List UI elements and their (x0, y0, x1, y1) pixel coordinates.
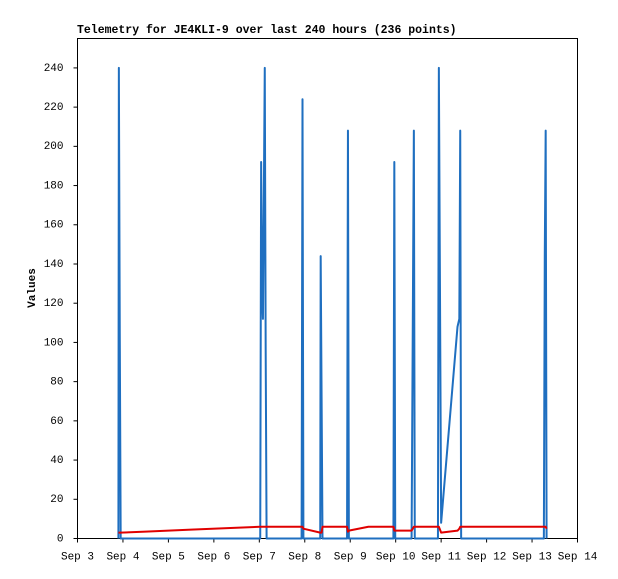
x-tick-label: Sep 14 (558, 551, 598, 563)
x-tick-label: Sep 11 (421, 551, 461, 563)
x-tick-label: Sep 5 (152, 551, 185, 563)
x-tick-label: Sep 10 (376, 551, 416, 563)
x-tick-label: Sep 4 (106, 551, 139, 563)
x-tick-label: Sep 8 (288, 551, 321, 563)
y-tick-label: 160 (44, 220, 64, 232)
y-tick-label: 100 (44, 337, 64, 349)
x-tick-label: Sep 12 (467, 551, 507, 563)
y-tick-label: 120 (44, 298, 64, 310)
x-tick-label: Sep 13 (512, 551, 552, 563)
y-tick-label: 180 (44, 180, 64, 192)
chart-title: Telemetry for JE4KLI-9 over last 240 hou… (77, 24, 457, 37)
y-tick-label: 200 (44, 141, 64, 153)
y-tick-label: 140 (44, 259, 64, 271)
y-tick-label: 40 (50, 455, 63, 467)
x-tick-label: Sep 7 (243, 551, 276, 563)
y-axis-label: Values (27, 268, 39, 308)
y-tick-label: 220 (44, 102, 64, 114)
y-tick-label: 0 (57, 533, 64, 545)
x-tick-label: Sep 9 (334, 551, 367, 563)
y-tick-label: 20 (50, 494, 63, 506)
x-tick-label: Sep 3 (61, 551, 94, 563)
y-tick-label: 80 (50, 377, 63, 389)
y-tick-label: 240 (44, 63, 64, 75)
series-line (117, 66, 548, 540)
x-tick-label: Sep 6 (197, 551, 230, 563)
y-tick-label: 60 (50, 416, 63, 428)
series-line (117, 525, 548, 534)
